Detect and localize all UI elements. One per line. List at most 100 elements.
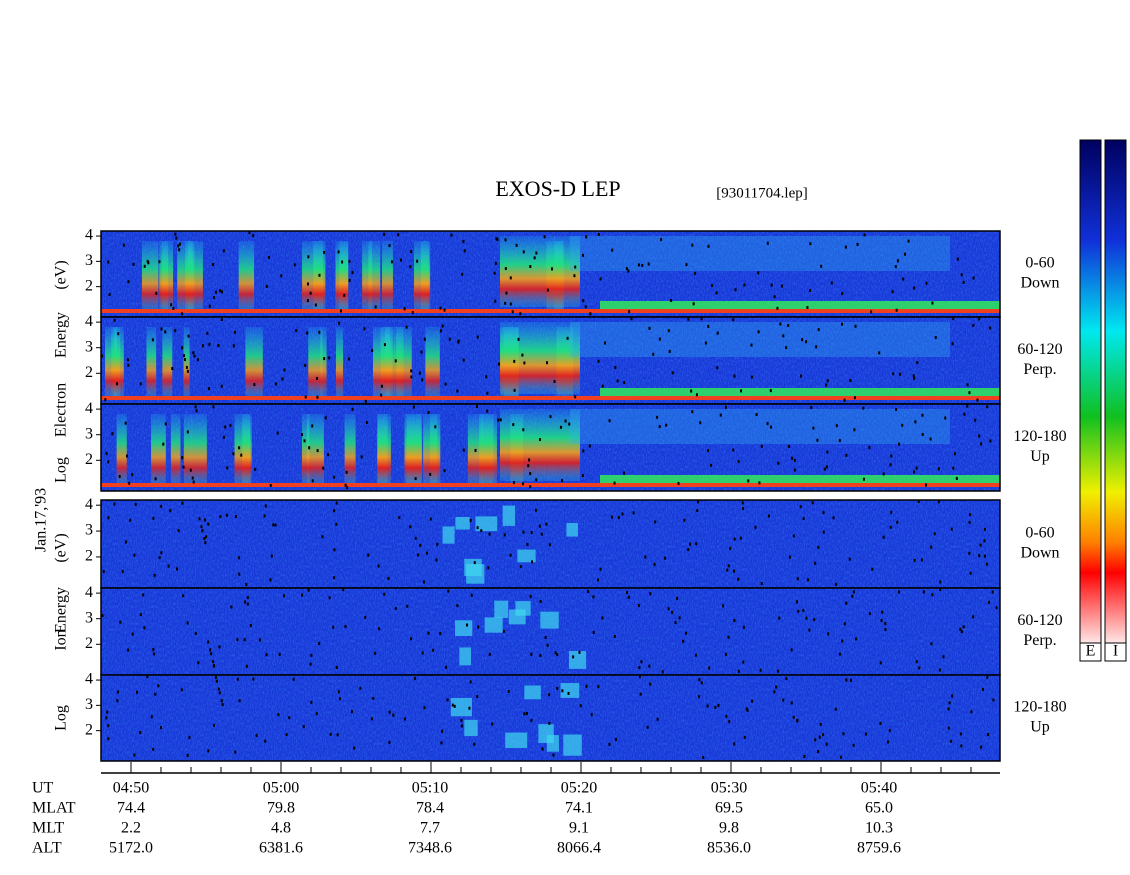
spectrogram-dot: [592, 630, 595, 634]
spectrogram-dot: [154, 692, 157, 696]
spectrogram-dot: [902, 277, 905, 281]
spectrogram-dot: [267, 255, 270, 259]
spectrogram-dot: [750, 343, 753, 347]
row-value: 7348.6: [408, 840, 452, 857]
spectrogram-dot: [360, 455, 363, 459]
spectrogram-dot: [589, 312, 592, 316]
y-tick-label: 2: [85, 451, 93, 468]
spectrogram-dot: [668, 349, 671, 353]
y-tick-label: 2: [85, 364, 93, 381]
spectrogram-dot: [306, 299, 309, 303]
spectrogram-dot: [962, 280, 965, 284]
spectrogram-dot: [682, 639, 685, 643]
spectrogram-dot: [107, 737, 110, 741]
spectrogram-dot: [616, 379, 619, 383]
spectrogram-dot: [502, 629, 505, 633]
spectrogram-dot: [727, 635, 730, 639]
spectrogram-dot: [186, 430, 189, 434]
spectrogram-dot: [131, 632, 134, 636]
spectrogram-dot: [157, 684, 160, 688]
spectrogram-dot: [410, 250, 413, 254]
spectrogram-dot: [485, 375, 488, 379]
spectrogram-dot: [687, 317, 690, 321]
spectrogram-dot: [530, 652, 533, 656]
spectrogram-dot: [851, 594, 854, 598]
spectrogram-dot: [960, 744, 963, 748]
spectrogram-dot: [529, 265, 532, 269]
spectrogram-dot: [188, 736, 191, 740]
spectrogram-dot: [782, 334, 785, 338]
spectrogram-burst: [494, 600, 509, 618]
row-value: 78.4: [416, 800, 444, 817]
spectrogram-dot: [724, 652, 727, 656]
spectrogram-dot: [742, 660, 745, 664]
spectrogram-dot: [966, 383, 969, 387]
spectrogram-dot: [597, 685, 600, 689]
spectrogram-dot: [785, 346, 788, 350]
spectrogram-dot: [476, 404, 479, 408]
row-value: 05:30: [711, 780, 747, 797]
axis-label: Ion: [53, 629, 70, 650]
spectrogram-dot: [221, 290, 224, 294]
spectrogram-dot: [107, 260, 110, 264]
spectrogram-dot: [276, 431, 279, 435]
y-tick-label: 4: [85, 671, 93, 688]
spectrogram-dot: [172, 306, 175, 310]
spectrogram-dot: [265, 653, 268, 657]
spectrogram-dot: [515, 243, 518, 247]
spectrogram-dot: [436, 542, 439, 546]
spectrogram-dot: [133, 753, 136, 757]
spectrogram-dot: [509, 553, 512, 557]
spectrogram-dot: [487, 566, 490, 570]
spectrogram-dot: [193, 354, 196, 358]
spectrogram-dot: [891, 290, 894, 294]
row-value: 74.1: [565, 800, 593, 817]
spectrogram-dot: [230, 605, 233, 609]
spectrogram-dot: [879, 721, 882, 725]
colorbar: [1104, 139, 1127, 644]
spectrogram-dot: [499, 418, 502, 422]
spectrogram-dot: [343, 293, 346, 297]
spectrogram-dot: [372, 696, 375, 700]
spectrogram-dot: [409, 525, 412, 529]
spectrogram-dot: [146, 675, 149, 679]
spectrogram-dot: [238, 446, 241, 450]
spectrogram-dot: [827, 632, 830, 636]
spectrogram-dot: [942, 655, 945, 659]
spectrogram-burst: [177, 241, 193, 312]
spectrogram-dot: [162, 442, 165, 446]
spectrogram-dot: [309, 662, 312, 666]
spectrogram-dot: [210, 652, 213, 656]
spectrogram-dot: [747, 479, 750, 483]
spectrogram-dot: [410, 637, 413, 641]
row-label: MLT: [32, 820, 65, 837]
panel-frame: [100, 403, 1001, 492]
spectrogram-dot: [972, 276, 975, 280]
spectrogram-dot: [229, 424, 232, 428]
spectrogram-dot: [981, 687, 984, 691]
spectrogram-dot: [574, 265, 577, 269]
spectrogram-dot: [525, 712, 528, 716]
spectrogram-dot: [950, 527, 953, 531]
spectrogram-dot: [117, 332, 120, 336]
spectrogram-burst: [568, 651, 587, 669]
spectrogram-dot: [254, 467, 257, 471]
spectrogram-dot: [509, 302, 512, 306]
spectrogram-dot: [732, 318, 735, 322]
spectrogram-dot: [644, 555, 647, 559]
y-tick-label: 4: [85, 227, 93, 244]
y-tick-label: 2: [85, 548, 93, 565]
spectrogram-dot: [181, 312, 184, 316]
spectrogram-dot: [539, 600, 542, 604]
spectrogram-dot: [444, 382, 447, 386]
spectrogram-dot: [627, 595, 630, 599]
colorbar-label: E: [1086, 643, 1096, 660]
spectrogram-dot: [959, 627, 962, 631]
spectrogram-dot: [153, 573, 156, 577]
spectrogram-dot: [614, 365, 617, 369]
spectrogram-burst: [161, 241, 174, 312]
spectrogram-dot: [647, 262, 650, 266]
time-rows: UT 04:50 05:00 05:10 05:20 05:30 05:40 MLAT 74.4…: [32, 780, 901, 857]
spectrogram-dot: [113, 502, 116, 506]
row-value: 65.0: [865, 800, 893, 817]
